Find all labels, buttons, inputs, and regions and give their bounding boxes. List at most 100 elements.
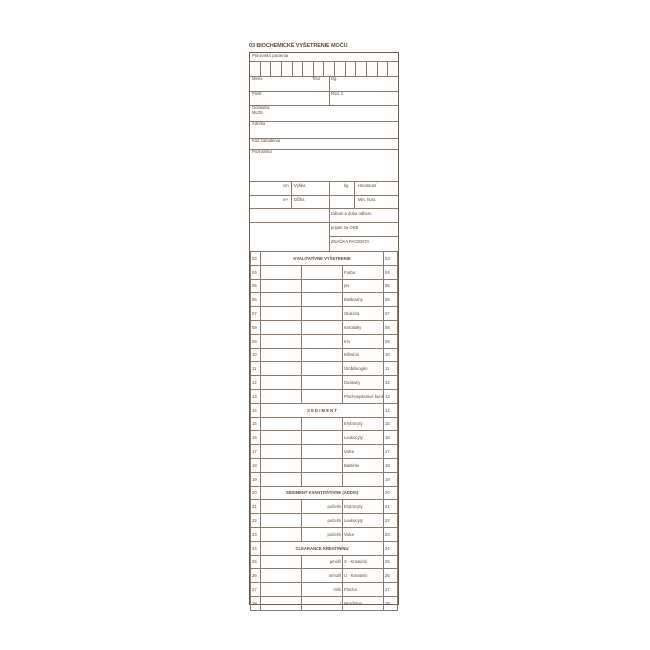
result-field[interactable] — [260, 306, 302, 321]
test-label: Glukóza — [342, 306, 384, 321]
result-field[interactable] — [260, 278, 302, 294]
table-row: 25 µmol/l S - Kreatinín 25 — [250, 554, 398, 570]
row-number-right: 14 — [383, 402, 398, 418]
row-number-right: 25 — [383, 554, 398, 570]
znacka-label: ZNAČKA PACIENTA — [331, 239, 370, 244]
result-field[interactable] — [260, 388, 302, 404]
result-field[interactable] — [260, 264, 302, 280]
test-label: Erytrocyty — [342, 416, 384, 432]
unit-label — [301, 347, 343, 363]
result-field[interactable] — [260, 471, 302, 487]
unit-label — [301, 388, 343, 404]
test-label: Erytrocyty — [342, 499, 384, 515]
row-number: 20 — [250, 485, 261, 501]
row-number: 22 — [250, 513, 261, 528]
result-field[interactable] — [260, 582, 302, 597]
section-heading: SEDIMENT KVANTITATÍVNE (ADDIS) — [260, 485, 384, 501]
row-number-right: 27 — [383, 582, 398, 597]
result-field[interactable] — [260, 292, 302, 308]
result-field[interactable] — [260, 568, 302, 584]
unit-label: počet/s — [301, 526, 343, 542]
result-field[interactable] — [260, 513, 302, 528]
test-label: Leukocyty — [342, 513, 384, 528]
result-field[interactable] — [260, 499, 302, 515]
unit-label — [301, 444, 343, 459]
unit-label: počet/s — [301, 499, 343, 515]
test-label: S - Kreatinín — [342, 554, 384, 570]
test-label: Baktérie — [342, 457, 384, 473]
row-number: 15 — [250, 416, 261, 432]
table-row: 14 S E D I M E N T 14 — [250, 402, 398, 418]
row-number: 24 — [250, 540, 261, 556]
row-number: 03 — [250, 251, 261, 266]
datum-label: Dátum a doba odberu — [331, 211, 372, 216]
test-label: U - Kreatinín — [342, 568, 384, 584]
row-number: 27 — [250, 582, 261, 597]
row-number-right: 17 — [383, 444, 398, 459]
dg-label: Dg. — [331, 76, 338, 81]
unit-label — [301, 457, 343, 473]
vyska-label: Výška — [294, 183, 306, 188]
section-heading: S E D I M E N T — [260, 402, 384, 418]
row-number: 21 — [250, 499, 261, 515]
table-row: 06 Bielkoviny 06 — [250, 292, 398, 308]
row-number: 17 — [250, 444, 261, 459]
results-table: 03 KVALITATÍVNE VYŠETRENIE 03 04 Farba 04 05 pH… — [250, 251, 398, 611]
row-number-right: 28 — [383, 595, 398, 611]
dlzka-label: Dĺžka — [294, 197, 305, 202]
test-label: Urobilinogén — [342, 361, 384, 377]
result-field[interactable] — [260, 457, 302, 473]
row-number-right: 10 — [383, 347, 398, 363]
result-field[interactable] — [260, 416, 302, 432]
prijate-label: prijaté na OKB — [331, 225, 359, 230]
test-label: Bielkoviny — [342, 292, 384, 308]
unit-label — [301, 471, 343, 487]
row-number-right: 05 — [383, 278, 398, 294]
row-number: 12 — [250, 375, 261, 390]
table-row: 15 Erytrocyty 15 — [250, 416, 398, 432]
result-field[interactable] — [260, 444, 302, 459]
table-row: 17 Valce 17 — [250, 444, 398, 459]
form-title: 03 BIOCHEMICKÉ VYŠETRENIE MOČU — [249, 43, 348, 49]
test-label: Leukocyty — [342, 430, 384, 446]
row-number-right: 08 — [383, 319, 398, 335]
result-field[interactable] — [260, 361, 302, 377]
test-label: pH — [342, 278, 384, 294]
name-label: Meno — [252, 76, 263, 81]
row-number-right: 13 — [383, 388, 398, 404]
table-row: 26 mmol/l U - Kreatinín 26 — [250, 568, 398, 584]
result-field[interactable] — [260, 430, 302, 446]
result-field[interactable] — [260, 526, 302, 542]
result-field[interactable] — [260, 554, 302, 570]
test-label: Valce — [342, 444, 384, 459]
unit-label — [301, 264, 343, 280]
mudr-label: MUDr. — [252, 109, 264, 115]
table-row: 23 počet/s Valce 23 — [250, 526, 398, 542]
unit-label — [301, 333, 343, 349]
row-number: 11 — [250, 361, 261, 377]
table-row: 05 pH 05 — [250, 278, 398, 294]
row-number-right: 22 — [383, 513, 398, 528]
poist-label: Poisť. — [252, 91, 263, 96]
test-label: Ketolátky — [342, 319, 384, 335]
row-number: 05 — [250, 278, 261, 294]
table-row: 09 Krv 09 — [250, 333, 398, 349]
surname-boxes[interactable] — [250, 61, 398, 76]
unit-label — [301, 306, 343, 321]
test-label: Farba — [342, 264, 384, 280]
table-row: 19 19 — [250, 471, 398, 487]
result-field[interactable] — [260, 319, 302, 335]
minhust-label: Min. hust. — [358, 197, 377, 202]
row-number: 09 — [250, 333, 261, 349]
table-row: 20 SEDIMENT KVANTITATÍVNE (ADDIS) 20 — [250, 485, 398, 501]
poznamka-label: Poznámka — [252, 149, 272, 154]
test-label: Množstvo — [342, 595, 384, 611]
test-label: Plochoepitelové bunky — [342, 388, 384, 404]
row-number: 10 — [250, 347, 261, 363]
result-field[interactable] — [260, 347, 302, 363]
table-row: 22 počet/s Leukocyty 22 — [250, 513, 398, 528]
row-number-right: 09 — [383, 333, 398, 349]
result-field[interactable] — [260, 595, 302, 611]
result-field[interactable] — [260, 333, 302, 349]
result-field[interactable] — [260, 375, 302, 390]
